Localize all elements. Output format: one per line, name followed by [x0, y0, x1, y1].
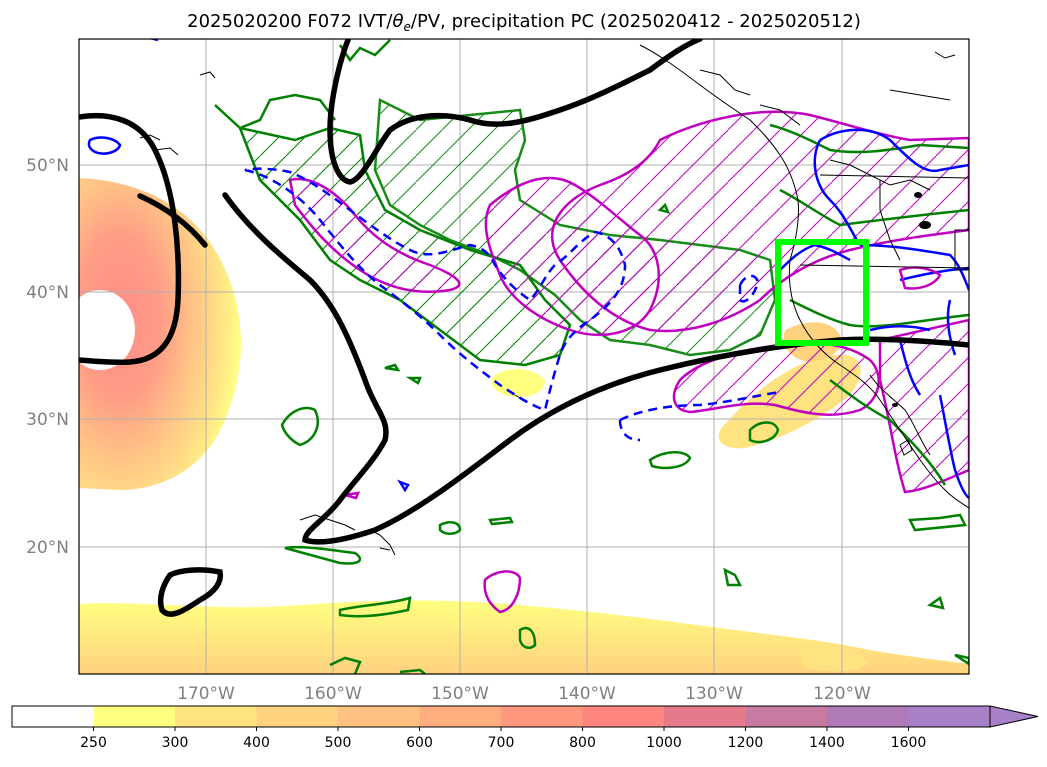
- colorbar-segment: [908, 706, 991, 727]
- lon-label: 170°W: [177, 684, 235, 704]
- colorbar-segment: [419, 706, 502, 727]
- lon-label: 140°W: [558, 684, 616, 704]
- colorbar-segment: [175, 706, 257, 727]
- colorbar-label: 700: [488, 735, 515, 751]
- colorbar-segment: [745, 706, 828, 727]
- colorbar-label: 1400: [809, 735, 845, 751]
- longitude-labels: 170°W 160°W 150°W 140°W 130°W 120°W: [177, 684, 871, 704]
- lon-label: 130°W: [685, 684, 743, 704]
- colorbar-label: 250: [80, 735, 107, 751]
- pv-solid-contours: [87, 39, 969, 499]
- lat-label: 40°N: [26, 283, 69, 303]
- theta-contours: [344, 266, 942, 614]
- lat-label: 50°N: [26, 156, 69, 176]
- colorbar-extend-arrow: [989, 705, 1039, 728]
- colorbar-segment: [12, 706, 94, 727]
- lon-label: 120°W: [813, 684, 871, 704]
- lat-label: 20°N: [26, 538, 69, 558]
- ivt-shading: [79, 178, 969, 674]
- colorbar-segment: [93, 706, 176, 727]
- colorbar-label: 600: [406, 735, 433, 751]
- colorbar-label: 1000: [646, 735, 682, 751]
- lon-label: 160°W: [304, 684, 362, 704]
- colorbar-segment: [664, 706, 746, 727]
- colorbar-label: 400: [243, 735, 270, 751]
- colorbar-segment: [582, 706, 665, 727]
- map-panel: [79, 39, 969, 674]
- precip-contours: [214, 39, 969, 674]
- lat-label: 30°N: [26, 410, 69, 430]
- map-title: 2025020200 F072 IVT/θe/PV, precipitation…: [187, 11, 861, 34]
- jet-contours: [79, 39, 969, 617]
- precip-hatched-areas: [238, 98, 969, 494]
- colorbar-segment: [501, 706, 583, 727]
- lon-label: 150°W: [431, 684, 489, 704]
- colorbar-label: 300: [162, 735, 189, 751]
- colorbar-label: 500: [325, 735, 352, 751]
- colorbar-segment: [338, 706, 420, 727]
- colorbar-label: 1600: [891, 735, 927, 751]
- coastlines: [139, 44, 969, 556]
- target-region-box: [775, 239, 869, 346]
- colorbar-segment: [827, 706, 909, 727]
- colorbar-label: 800: [569, 735, 596, 751]
- latitude-labels: 50°N 40°N 30°N 20°N: [26, 156, 69, 558]
- pv-dashed-contours: [244, 167, 781, 442]
- colorbar: 250 300 400 500 600 700 800 1000 1200 1400 1600: [11, 705, 1039, 751]
- map-frame: [78, 38, 970, 675]
- colorbar-label: 1200: [728, 735, 764, 751]
- colorbar-segment: [256, 706, 339, 727]
- lakes: [892, 192, 931, 407]
